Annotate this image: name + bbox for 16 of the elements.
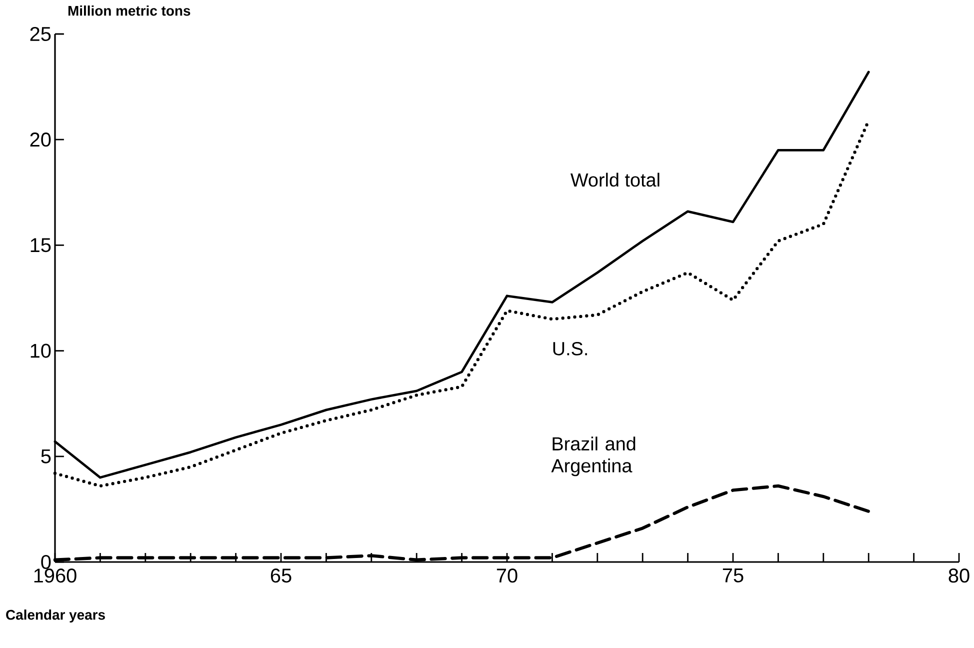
series-label: U.S. <box>553 342 587 356</box>
y-tick-label: 15 <box>30 238 51 252</box>
x-tick-label: 80 <box>948 568 970 583</box>
y-tick-label: 5 <box>41 449 51 464</box>
x-tick-label: 75 <box>722 568 744 582</box>
text: Brazil and Argentina <box>551 436 636 476</box>
x-axis-title: Calendar years <box>6 610 105 623</box>
y-tick-label: 20 <box>30 132 51 147</box>
x-tick-label: 70 <box>496 568 518 583</box>
y-axis-title: Million metric tons <box>68 6 190 16</box>
y-tick-label: 0 <box>41 554 51 570</box>
x-tick-label: 1960 <box>34 568 76 583</box>
x-tick-label: 65 <box>270 568 292 583</box>
y-tick-label: 25 <box>30 26 51 42</box>
y-tick-label: 10 <box>30 344 51 358</box>
series-label: World total <box>570 172 660 187</box>
